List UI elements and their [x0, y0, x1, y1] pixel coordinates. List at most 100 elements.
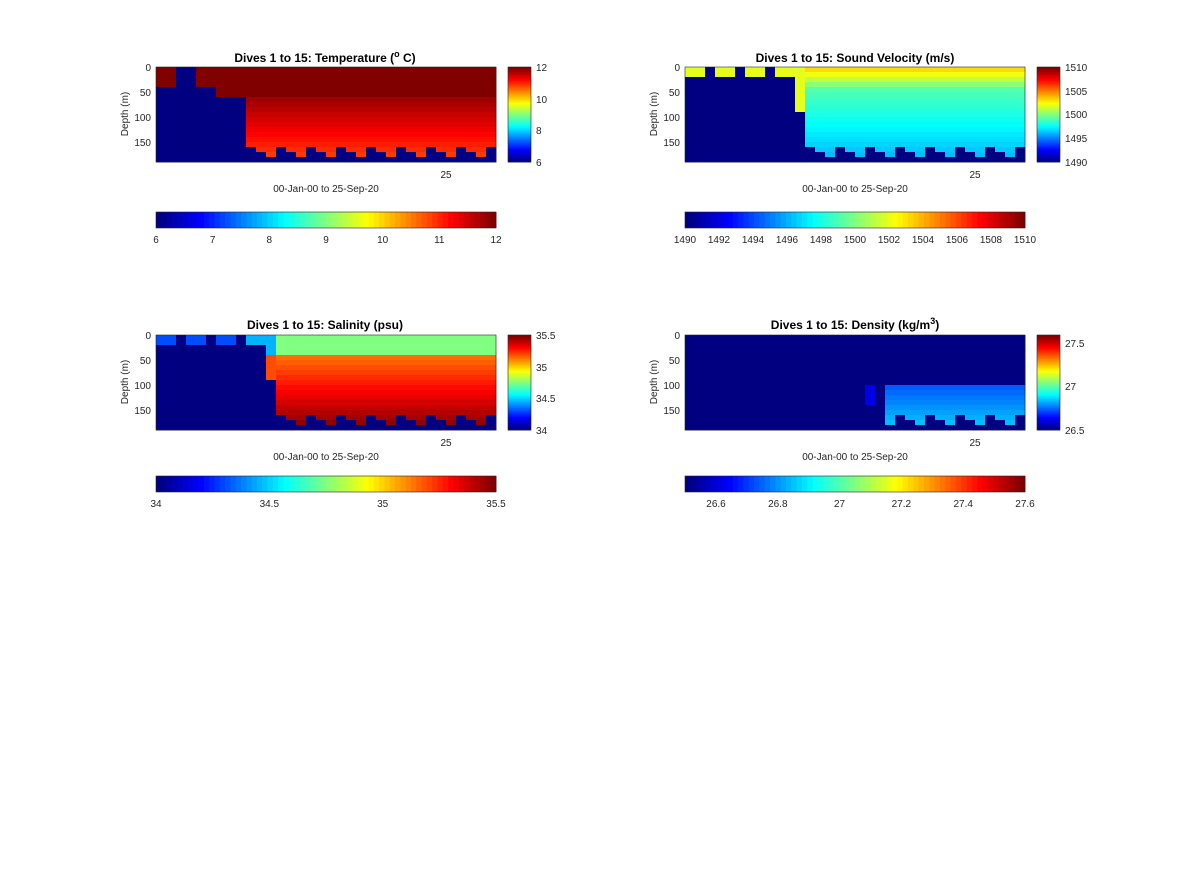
heatmap-cell: [176, 112, 187, 118]
heatmap-cell: [286, 77, 297, 83]
heatmap-cell: [416, 107, 427, 113]
heatmap-cell: [815, 425, 826, 431]
heatmap-cell: [985, 147, 996, 153]
heatmap-cell: [905, 102, 916, 108]
heatmap-cell: [985, 67, 996, 73]
heatmap-cell: [885, 360, 896, 366]
heatmap-cell: [965, 410, 976, 416]
heatmap-cell: [815, 102, 826, 108]
heatmap-cell: [955, 132, 966, 138]
colorbar-segment: [929, 212, 936, 228]
heatmap-cell: [695, 360, 706, 366]
heatmap-cell: [925, 107, 936, 113]
heatmap-cell: [925, 375, 936, 381]
heatmap-cell: [306, 375, 317, 381]
heatmap-cell: [845, 132, 856, 138]
colorbar-segment: [1037, 400, 1060, 403]
panel-temperature: Dives 1 to 15: Temperature (o C) 0 50 10…: [120, 49, 548, 246]
heatmap-cell: [166, 72, 177, 78]
colorbar-segment: [508, 372, 531, 374]
colorbar-segment: [331, 212, 338, 228]
heatmap-cell: [216, 415, 227, 421]
colorbar-segment: [508, 123, 531, 126]
heatmap-cell: [366, 122, 377, 128]
panel-salinity: Dives 1 to 15: Salinity (psu) 0 50 100 1…: [120, 318, 556, 510]
colorbar-segment: [993, 476, 999, 492]
heatmap-cell: [805, 365, 816, 371]
heatmap-cell: [845, 67, 856, 73]
heatmap-cell: [376, 415, 387, 421]
heatmap-cell: [306, 345, 317, 351]
heatmap-cell: [206, 77, 217, 83]
colorbar-segment: [1037, 104, 1060, 106]
heatmap-cell: [725, 425, 736, 431]
heatmap-cell: [326, 77, 337, 83]
heatmap-cell: [376, 67, 387, 73]
colorbar-segment: [508, 418, 531, 421]
heatmap-cell: [755, 117, 766, 123]
heatmap-cell: [815, 375, 826, 381]
heatmap-cell: [206, 345, 217, 351]
heatmap-cell: [206, 380, 217, 386]
heatmap-cell: [376, 425, 387, 431]
heatmap-cell: [256, 425, 267, 431]
heatmap-cell: [815, 415, 826, 421]
y-ticks: 0 50 100 150: [663, 331, 680, 417]
heatmap-cell: [855, 340, 866, 346]
heatmap-cell: [436, 92, 447, 98]
heatmap-cell: [296, 77, 307, 83]
heatmap-cell: [176, 375, 187, 381]
heatmap-cell: [366, 385, 377, 391]
heatmap-cell: [775, 152, 786, 158]
heatmap-cell: [975, 142, 986, 148]
heatmap-cell: [875, 385, 886, 391]
heatmap-cell: [246, 420, 257, 426]
heatmap-cell: [176, 72, 187, 78]
heatmap-cell: [915, 355, 926, 361]
colorbar-segment: [860, 476, 867, 492]
colorbar-segment: [421, 476, 428, 492]
heatmap-cell: [286, 355, 297, 361]
heatmap-cell: [276, 425, 287, 431]
heatmap-cell: [1005, 147, 1016, 153]
heatmap-cell: [1005, 107, 1016, 113]
heatmap-cell: [416, 365, 427, 371]
heatmap-cell: [735, 395, 746, 401]
colorbar-segment: [1037, 342, 1060, 345]
heatmap-cell: [705, 405, 716, 411]
colorbar-segment: [256, 476, 263, 492]
colorbar-segment: [161, 476, 168, 492]
heatmap-cell: [346, 390, 357, 396]
heatmap-cell: [356, 67, 367, 73]
heatmap-cell: [356, 107, 367, 113]
heatmap-cell: [815, 355, 826, 361]
heatmap-cell: [216, 425, 227, 431]
heatmap-cell: [915, 132, 926, 138]
heatmap-cell: [226, 370, 237, 376]
colorbar-segment: [1014, 212, 1021, 228]
heatmap-cell: [945, 355, 956, 361]
heatmap-cell: [765, 142, 776, 148]
heatmap-cell: [336, 375, 347, 381]
heatmap-cell: [1005, 355, 1016, 361]
heatmap-cell: [436, 77, 447, 83]
heatmap-cell: [306, 112, 317, 118]
colorbar-segment: [945, 212, 952, 228]
y-tick-label: 50: [669, 356, 681, 367]
colorbar-segment: [508, 361, 531, 364]
heatmap-cell: [825, 355, 836, 361]
heatmap-cell: [755, 410, 766, 416]
heatmap-cell: [236, 112, 247, 118]
heatmap-cell: [336, 157, 347, 163]
heatmap-cell: [416, 122, 427, 128]
heatmap-cell: [246, 390, 257, 396]
heatmap-cell: [905, 405, 916, 411]
colorbar-segment: [166, 476, 173, 492]
heatmap-cell: [775, 380, 786, 386]
heatmap-cell: [995, 117, 1006, 123]
heatmap-cell: [735, 72, 746, 78]
heatmap-cell: [955, 117, 966, 123]
heatmap-cell: [176, 142, 187, 148]
heatmap-cell: [845, 335, 856, 341]
heatmap-cell: [895, 405, 906, 411]
